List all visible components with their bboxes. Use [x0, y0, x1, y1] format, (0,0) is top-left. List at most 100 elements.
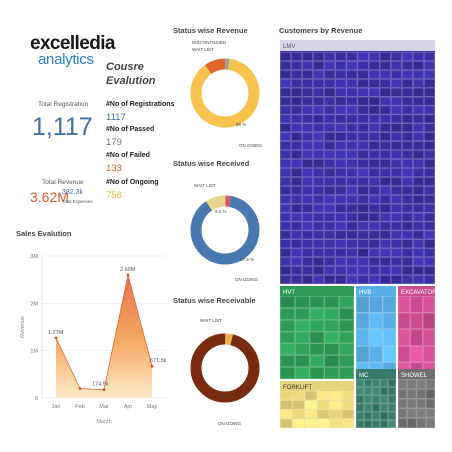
treemap-cell	[390, 203, 402, 213]
treemap-cell	[335, 221, 347, 231]
treemap-cell	[356, 411, 364, 420]
treemap-cell	[357, 105, 369, 115]
treemap-cell	[357, 230, 369, 240]
treemap-cell	[291, 52, 302, 61]
treemap-cell	[413, 132, 424, 142]
treemap-cell	[372, 395, 380, 404]
treemap-cell	[401, 132, 413, 142]
treemap-cell	[390, 114, 402, 124]
treemap-cell	[280, 400, 293, 410]
treemap-cell	[416, 398, 426, 409]
treemap-cell	[280, 96, 291, 106]
treemap-cell	[413, 257, 424, 266]
treemap-cell	[304, 409, 317, 419]
treemap-cell	[401, 70, 413, 79]
treemap-cell	[372, 403, 380, 412]
treemap-cell	[368, 257, 380, 266]
treemap-cell	[291, 221, 302, 231]
treemap-cell	[422, 346, 435, 363]
treemap-cell	[372, 420, 380, 428]
treemap-cell	[357, 114, 369, 124]
treemap-cell	[324, 239, 336, 249]
treemap-cell	[364, 387, 372, 396]
donut-slice	[190, 58, 260, 128]
treemap-cell	[379, 186, 391, 195]
treemap-cell	[368, 141, 380, 150]
treemap-cell	[302, 61, 314, 70]
treemap-cell	[291, 150, 302, 159]
treemap-cell	[424, 221, 435, 231]
treemap-cell	[302, 186, 314, 195]
treemap-cell	[309, 367, 325, 379]
treemap-cell	[379, 248, 391, 258]
total-registration-label: Total Registration	[38, 101, 89, 108]
treemap-cell	[335, 230, 347, 240]
treemap-cell	[357, 159, 369, 168]
treemap-cell	[357, 150, 369, 159]
treemap-cell	[388, 395, 396, 404]
treemap-group-hvb: HVB	[356, 286, 396, 379]
treemap-cell	[368, 96, 380, 106]
treemap-cell	[346, 78, 358, 88]
treemap-cell	[398, 389, 408, 399]
treemap-cell	[309, 355, 325, 367]
treemap-cell	[346, 186, 358, 195]
donut-label-percent: 87.9 %	[240, 257, 254, 262]
treemap-cell	[280, 132, 291, 142]
treemap-cell	[390, 105, 402, 115]
treemap-cell	[425, 418, 435, 428]
treemap-cell	[379, 239, 391, 249]
total-expenses-label: Total Expenses	[62, 199, 93, 204]
treemap-cell	[280, 141, 291, 150]
treemap-cell	[324, 177, 336, 186]
treemap-cell	[401, 230, 413, 240]
treemap-cell	[401, 194, 413, 204]
treemap-cell	[280, 123, 291, 133]
treemap-cell	[339, 355, 354, 367]
treemap-cell	[413, 96, 424, 106]
treemap-cell	[398, 346, 411, 363]
treemap-cell	[291, 257, 302, 266]
treemap-cell	[339, 308, 354, 320]
treemap-cell	[413, 266, 424, 275]
treemap-cell	[302, 177, 314, 186]
treemap-cell	[302, 248, 314, 258]
treemap-cell	[280, 78, 291, 88]
donut-slice	[190, 195, 260, 265]
treemap-cell	[302, 168, 314, 177]
treemap-cell	[357, 257, 369, 266]
treemap-cell	[368, 70, 380, 79]
treemap-cell	[317, 400, 330, 410]
treemap-cell	[324, 319, 339, 332]
treemap-cell	[346, 105, 358, 115]
treemap-cell	[291, 78, 302, 88]
treemap-cell	[413, 203, 424, 213]
treemap-cell	[401, 61, 413, 70]
treemap-cell	[357, 186, 369, 195]
treemap-cell	[388, 403, 396, 412]
treemap-cell	[413, 123, 424, 133]
treemap-cell	[292, 400, 305, 410]
treemap-cell	[339, 296, 354, 308]
treemap-cell	[388, 420, 396, 428]
treemap-cell	[398, 329, 411, 346]
treemap-cell	[280, 230, 291, 240]
treemap-cell	[302, 105, 314, 115]
treemap-cell	[413, 194, 424, 204]
status-received-title: Status wise Received	[173, 159, 250, 168]
treemap-cell	[390, 168, 402, 177]
treemap-cell	[424, 52, 435, 61]
treemap-cell	[379, 150, 391, 159]
treemap-cell	[424, 78, 435, 88]
treemap-cell	[335, 266, 347, 275]
treemap-cell	[346, 221, 358, 231]
treemap-cell	[357, 266, 369, 275]
treemap-cell	[324, 123, 336, 133]
treemap-cell	[346, 87, 358, 97]
treemap-cell	[346, 150, 358, 159]
sales-point-label: 174.5k	[92, 382, 109, 388]
treemap-cell	[313, 159, 325, 168]
treemap-cell	[425, 408, 435, 418]
treemap-cell	[335, 248, 347, 258]
treemap-cell	[302, 96, 314, 106]
